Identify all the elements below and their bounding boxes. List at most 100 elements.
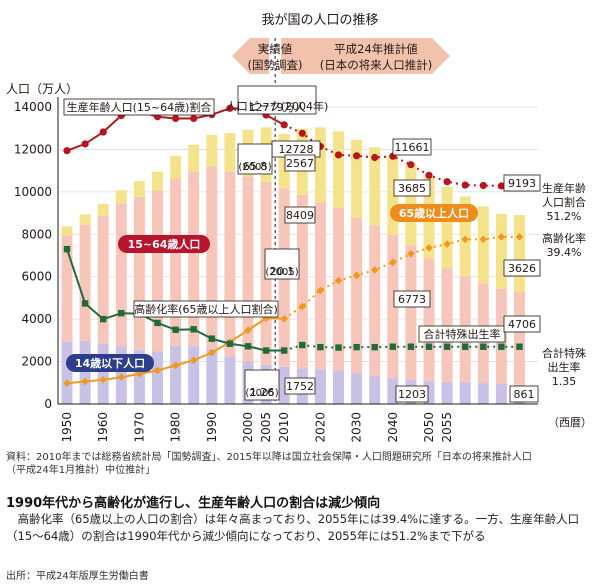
aging-rate-point xyxy=(244,326,252,334)
bar-segment xyxy=(133,181,145,197)
fertility-point xyxy=(407,343,415,350)
aging-rate-point xyxy=(389,258,397,267)
x-tick-label: 2040 xyxy=(386,412,400,443)
aging-rate-point xyxy=(63,379,71,388)
bar-segment xyxy=(79,340,91,404)
bar-segment xyxy=(79,214,91,225)
bar-segment xyxy=(333,207,344,371)
bar-segment xyxy=(459,382,471,404)
fertility-point xyxy=(498,343,505,350)
aging-rate-point xyxy=(515,233,524,241)
working-ratio-point xyxy=(371,153,379,162)
bar-segment xyxy=(152,190,163,352)
y-tick-label: 8000 xyxy=(21,227,52,241)
fertility-point xyxy=(63,245,71,253)
bar-segment xyxy=(387,378,399,404)
aging-2005-year: (2005) xyxy=(265,267,298,278)
pop-14-text: 14歳以下人口 xyxy=(75,356,145,370)
working-ratio-point xyxy=(443,178,451,186)
working-ratio-legend-box xyxy=(63,98,215,116)
bar-segment xyxy=(387,234,399,379)
y-tick-label: 10000 xyxy=(14,185,52,199)
v2005-1564-box xyxy=(284,206,316,224)
fert-2005-box xyxy=(244,369,280,401)
ratio-2005-box xyxy=(237,143,273,175)
x-tick-label: 1980 xyxy=(169,412,183,443)
bar-segment xyxy=(514,292,525,386)
bar-segment xyxy=(405,245,417,381)
bar-segment xyxy=(441,187,453,269)
x-axis-unit: （西暦） xyxy=(548,416,592,429)
chart-title: 我が国の人口の推移 xyxy=(261,13,378,28)
fert-2005-text: 1.26 xyxy=(250,386,275,399)
bar-segment xyxy=(206,348,218,404)
fertility-point xyxy=(299,341,306,349)
right-label-fertility-2: 出生率 xyxy=(548,360,581,374)
pop-1564-badge xyxy=(118,235,210,253)
bar-segment xyxy=(170,345,182,404)
body-paragraph: 高齢化率（65歳以上の人口の割合）は年々高まっており、2055年には39.4%に… xyxy=(6,512,580,543)
working-ratio-point xyxy=(298,129,306,137)
fertility-point xyxy=(480,343,487,350)
bar-segment xyxy=(152,351,163,404)
v2055-65-text: 3626 xyxy=(508,262,536,275)
bar-segment xyxy=(369,147,381,226)
aging-rate-point xyxy=(208,348,216,357)
ratio-2005-year: (2005) xyxy=(238,162,271,173)
bar-segment xyxy=(224,171,236,357)
aging-rate-point xyxy=(334,276,343,285)
bar-segment xyxy=(242,176,254,362)
aging-rate-point xyxy=(461,235,469,244)
v2055-14-box xyxy=(509,385,539,403)
bar-segment xyxy=(170,178,182,346)
v2030-65-text: 3685 xyxy=(398,182,426,195)
projection-period-arrow xyxy=(281,38,450,74)
x-tick-label: 1950 xyxy=(60,412,74,443)
working-ratio-point xyxy=(334,151,343,159)
bar-segment xyxy=(188,171,200,347)
peak-value-text: 12728 xyxy=(279,143,314,156)
ratio-2005-text: 65.8 xyxy=(243,160,268,173)
bar-segment xyxy=(278,133,290,189)
source-line: 出所：平成24年版厚生労働白書 xyxy=(6,571,149,582)
v2030-1564-text: 6773 xyxy=(398,293,426,306)
fertility-legend-box xyxy=(418,325,506,343)
aging-rate-point xyxy=(370,266,379,274)
fertility-point xyxy=(425,343,433,350)
aging-rate-point xyxy=(153,366,162,375)
working-ratio-point xyxy=(99,128,107,136)
pop-65-text: 65歳以上人口 xyxy=(399,206,469,220)
fertility-point xyxy=(443,343,451,350)
fertility-point xyxy=(118,310,125,317)
fertility-point xyxy=(281,347,288,354)
aging-rate-point xyxy=(280,314,288,323)
bar-segment xyxy=(206,166,218,349)
total-2010-box xyxy=(392,138,432,156)
bar-segment xyxy=(79,224,91,341)
working-ratio-point xyxy=(280,121,288,129)
total-2055-text: 9193 xyxy=(508,177,536,190)
x-tick-label: 2000 xyxy=(241,412,255,443)
aging-rate-point xyxy=(479,235,488,244)
aging-rate-point xyxy=(497,233,506,241)
v2055-1564-text: 4706 xyxy=(508,318,536,331)
right-label-working-1: 生産年齢 xyxy=(542,181,586,195)
aging-2005-box xyxy=(264,248,300,280)
fertility-point xyxy=(154,319,161,327)
bar-segment xyxy=(133,196,145,350)
bar-segment xyxy=(423,258,435,382)
x-tick-label: 2055 xyxy=(440,412,454,443)
working-ratio-point xyxy=(461,181,469,189)
fertility-point xyxy=(262,347,270,354)
y-tick-label: 4000 xyxy=(21,312,52,326)
bar-segment xyxy=(224,356,236,404)
population-chart: 我が国の人口の推移 人口（万人） 0 2000 4000 6000 8000 10000 1… xyxy=(6,13,592,443)
bar-segment xyxy=(61,341,73,404)
x-tick-label: 2030 xyxy=(350,412,364,443)
fertility-point xyxy=(190,326,197,333)
actual-period-label: 実績値 xyxy=(258,42,293,56)
bar-segment xyxy=(514,215,525,293)
total-2055-box xyxy=(503,174,541,192)
y-tick-label: 6000 xyxy=(21,270,52,284)
total-2010-text: 11661 xyxy=(395,141,430,154)
